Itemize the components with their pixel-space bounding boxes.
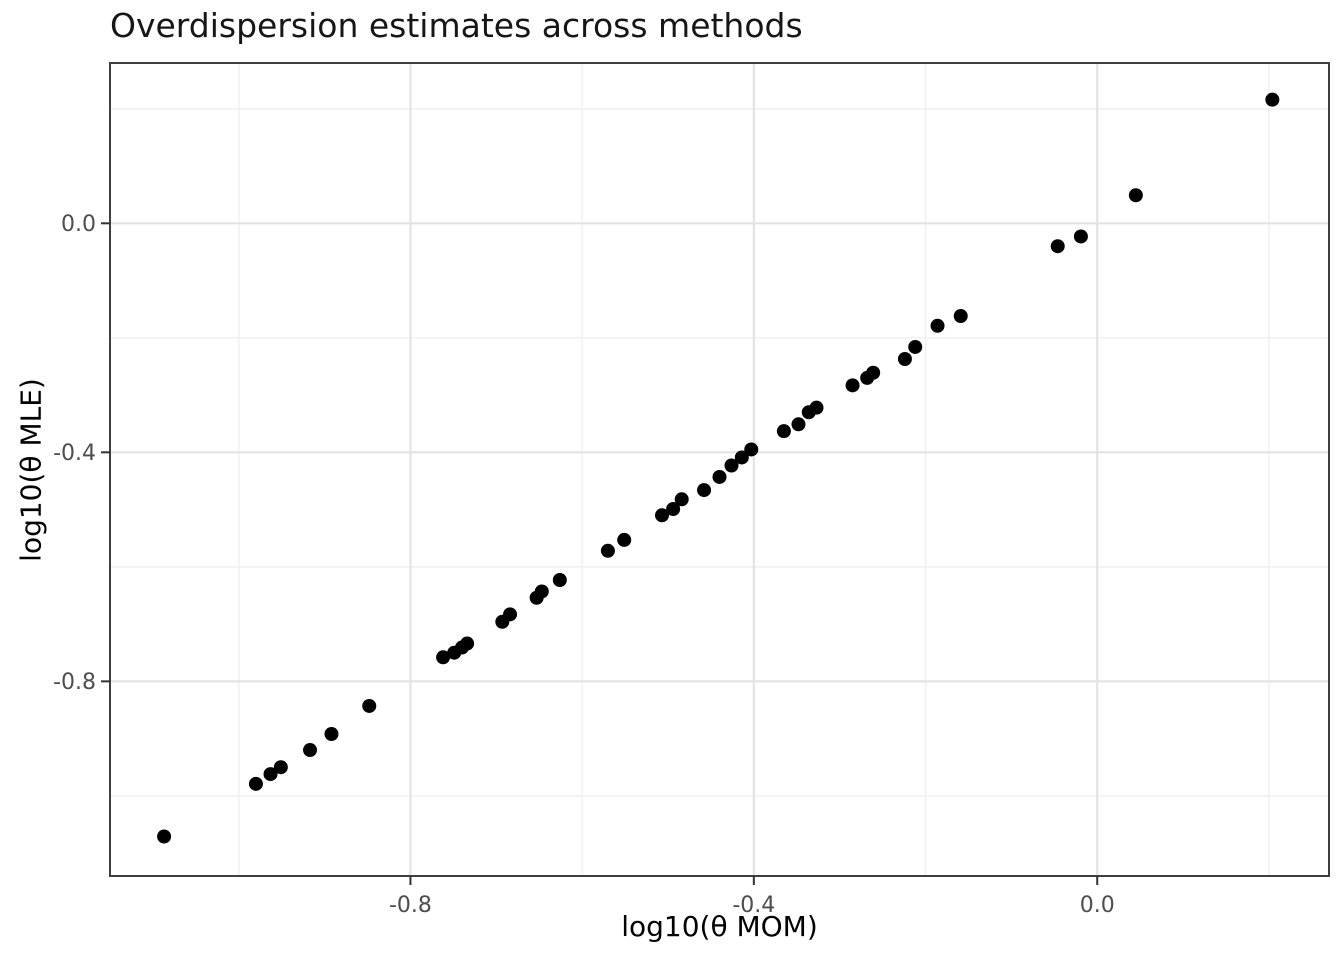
x-tick-label: -0.8 — [389, 893, 432, 918]
data-point — [1128, 188, 1143, 203]
data-point — [534, 584, 549, 599]
data-point — [617, 532, 632, 547]
data-point — [362, 698, 377, 713]
data-point — [724, 458, 739, 473]
data-point — [1073, 229, 1088, 244]
data-point — [845, 378, 860, 393]
data-point — [263, 767, 278, 782]
data-point — [697, 483, 712, 498]
data-point — [776, 424, 791, 439]
data-point — [552, 572, 567, 587]
x-axis-title: log10(θ MOM) — [621, 910, 818, 943]
x-tick-label: -0.4 — [732, 893, 775, 918]
data-point — [897, 352, 912, 367]
x-tick-label: 0.0 — [1080, 893, 1115, 918]
panel-border — [109, 62, 1330, 877]
chart-title: Overdispersion estimates across methods — [110, 6, 803, 45]
y-tick-label: 0.0 — [61, 212, 96, 237]
data-point — [303, 743, 318, 758]
data-point — [666, 502, 681, 517]
y-tick-label: -0.4 — [53, 441, 96, 466]
data-point — [674, 492, 689, 507]
data-point — [460, 636, 475, 651]
data-point — [248, 776, 263, 791]
data-point — [953, 309, 968, 324]
data-point — [654, 508, 669, 523]
data-point — [1265, 92, 1280, 107]
data-point — [712, 469, 727, 484]
data-point — [436, 650, 451, 665]
data-point — [503, 607, 518, 622]
data-point — [734, 450, 749, 465]
data-point — [1050, 239, 1065, 254]
data-point — [930, 318, 945, 333]
data-point — [908, 339, 923, 354]
y-axis-title: log10(θ MLE) — [14, 378, 48, 562]
data-point — [273, 760, 288, 775]
data-point — [324, 727, 339, 742]
y-tick-label: -0.8 — [53, 670, 96, 695]
panel-background — [110, 63, 1329, 876]
data-point — [744, 442, 759, 457]
data-point — [866, 365, 881, 380]
data-point — [157, 829, 172, 844]
data-point — [791, 417, 806, 432]
data-point — [600, 543, 615, 558]
data-point — [809, 400, 824, 415]
